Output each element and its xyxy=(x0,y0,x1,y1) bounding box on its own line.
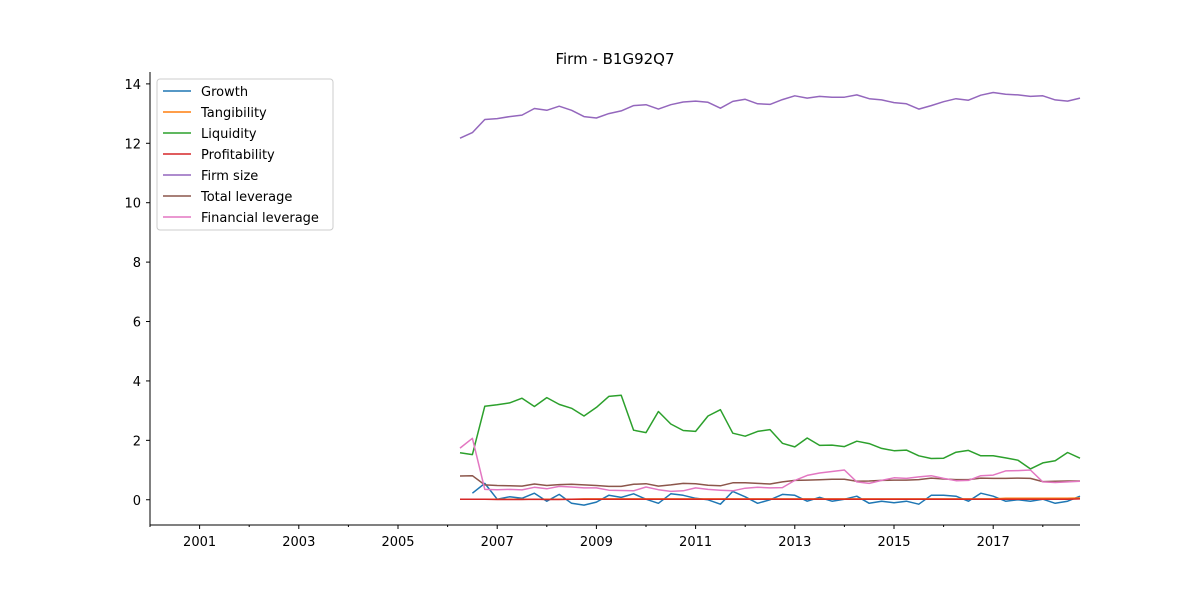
y-tick-label: 0 xyxy=(133,494,141,509)
y-axis-ticks: 0 2 4 6 8 10 12 14 xyxy=(124,78,150,509)
x-tick-label: 2007 xyxy=(481,535,514,550)
y-tick-label: 2 xyxy=(133,434,141,449)
x-tick-label: 2015 xyxy=(877,535,910,550)
legend-label: Financial leverage xyxy=(201,211,319,226)
series-line-profitability xyxy=(460,498,1081,501)
series-lines xyxy=(459,91,1081,506)
legend-label: Firm size xyxy=(201,169,258,184)
series-line-financial-leverage xyxy=(459,437,1081,493)
x-tick-label: 2013 xyxy=(778,535,811,550)
series-line-liquidity xyxy=(459,394,1081,470)
x-tick-label: 2005 xyxy=(381,535,414,550)
y-tick-label: 8 xyxy=(133,256,141,271)
y-tick-label: 4 xyxy=(133,375,141,390)
legend-label: Total leverage xyxy=(200,190,292,205)
x-tick-label: 2017 xyxy=(977,535,1010,550)
x-tick-label: 2003 xyxy=(282,535,315,550)
y-tick-label: 14 xyxy=(124,78,141,93)
y-tick-label: 12 xyxy=(124,137,141,152)
x-tick-label: 2009 xyxy=(580,535,613,550)
legend-box xyxy=(156,78,334,231)
legend-label: Liquidity xyxy=(201,127,257,142)
legend: Growth Tangibility Liquidity Profitability F… xyxy=(156,78,334,231)
y-tick-label: 10 xyxy=(124,197,141,212)
legend-label: Tangibility xyxy=(200,106,267,121)
series-line-firm-size xyxy=(459,91,1081,139)
plot-area: 2001 2003 2005 2007 2009 2011 2013 2015 2017 0 2 4… xyxy=(124,72,1081,550)
x-axis-ticks: 2001 2003 2005 2007 2009 2011 2013 2015 2017 xyxy=(149,525,1044,550)
y-tick-label: 6 xyxy=(133,316,141,331)
chart-title: Firm - B1G92Q7 xyxy=(555,50,674,68)
legend-label: Growth xyxy=(201,85,248,100)
series-line-total-leverage xyxy=(459,474,1080,488)
legend-label: Profitability xyxy=(201,148,275,163)
series-line-growth xyxy=(471,482,1081,506)
x-tick-label: 2011 xyxy=(679,535,712,550)
x-tick-label: 2001 xyxy=(183,535,216,550)
